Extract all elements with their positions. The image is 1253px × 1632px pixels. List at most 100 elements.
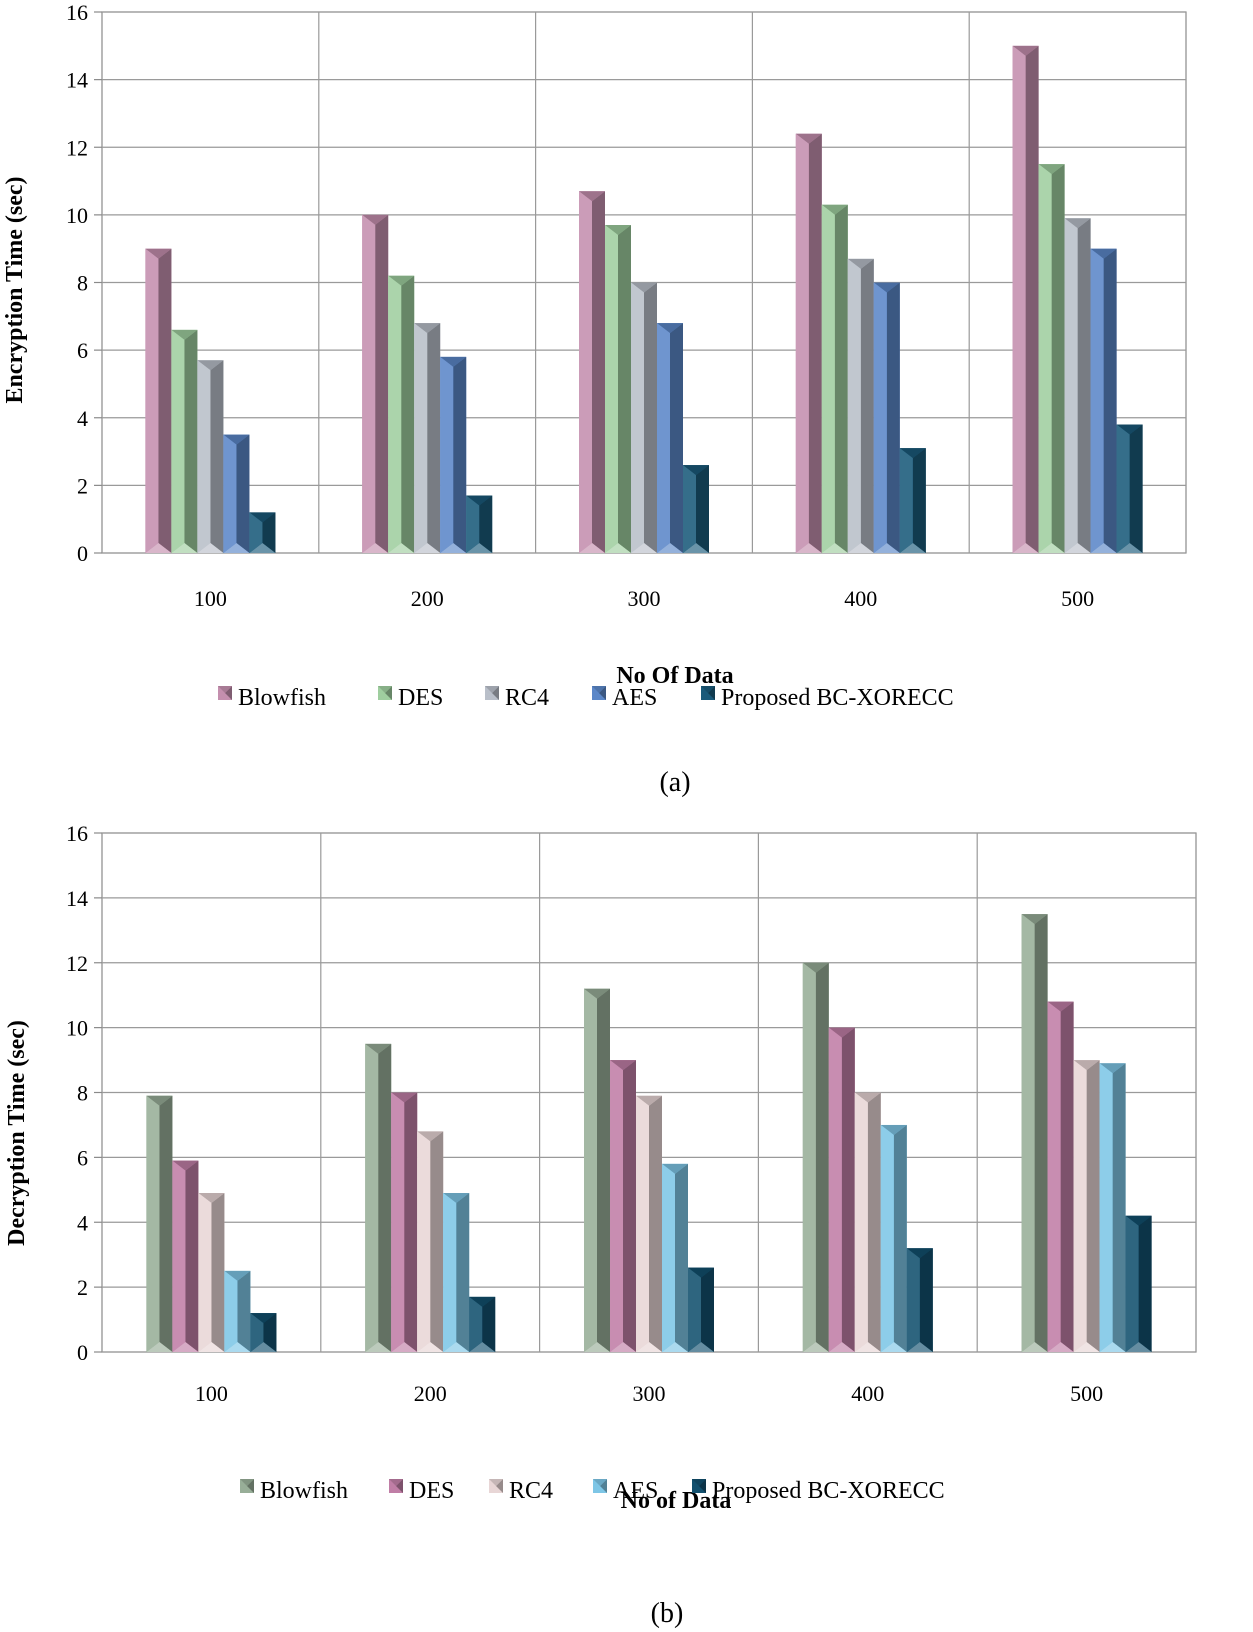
legend-label: AES [612, 685, 657, 711]
y-tick-label: 14 [66, 68, 88, 93]
figure-caption: (b) [651, 1598, 684, 1629]
bar [469, 1296, 496, 1352]
legend-swatch [593, 1479, 607, 1493]
y-tick-label: 12 [66, 135, 88, 160]
bar [636, 1095, 662, 1352]
legend-label: DES [398, 685, 443, 711]
legend: Blowfish DES RC4 AES Proposed BC-XORECC [218, 685, 954, 711]
x-tick-label: 100 [194, 586, 227, 611]
legend-label: Proposed BC-XORECC [721, 685, 954, 711]
bar [197, 360, 224, 553]
legend-label: Proposed BC-XORECC [712, 1478, 945, 1504]
y-tick-label: 0 [77, 1340, 88, 1365]
y-tick-label: 2 [77, 473, 88, 498]
bar [1099, 1063, 1126, 1352]
legend-swatch [489, 1479, 503, 1493]
bar [417, 1131, 444, 1352]
x-tick-label: 200 [411, 586, 444, 611]
bar [1073, 1060, 1100, 1352]
bar [171, 329, 198, 553]
y-tick-label: 2 [77, 1275, 88, 1300]
bar [362, 214, 389, 553]
bar [828, 1027, 855, 1352]
bar [250, 1313, 277, 1352]
bar [1125, 1215, 1152, 1352]
legend-swatch [378, 686, 392, 700]
bar [224, 1270, 251, 1352]
bar [146, 1095, 173, 1352]
bar [906, 1248, 933, 1352]
bar [440, 356, 467, 553]
bar [414, 323, 441, 553]
legend-swatch [701, 686, 715, 700]
bar [1047, 1001, 1074, 1352]
y-tick-label: 14 [66, 886, 88, 911]
bar [223, 434, 250, 553]
y-tick-label: 8 [77, 1081, 88, 1106]
legend-label: Blowfish [260, 1478, 348, 1504]
bar [1064, 218, 1091, 553]
legend-label: RC4 [509, 1478, 553, 1504]
bar [584, 988, 610, 1352]
y-tick-label: 0 [77, 541, 88, 566]
x-tick-label: 300 [633, 1381, 666, 1406]
y-tick-label: 6 [77, 338, 88, 363]
legend-swatch [389, 1479, 403, 1493]
legend-swatch [592, 686, 606, 700]
bar [847, 258, 874, 553]
bar [365, 1043, 392, 1352]
x-tick-label: 400 [844, 586, 877, 611]
x-tick-label: 100 [195, 1381, 228, 1406]
x-axis-title: No Of Data [616, 663, 733, 689]
bar [899, 448, 926, 553]
bar [466, 495, 493, 553]
bar [249, 512, 276, 553]
bar [145, 248, 172, 553]
legend-label: RC4 [505, 685, 549, 711]
bar [821, 204, 848, 553]
bar [172, 1160, 199, 1352]
bar [657, 323, 683, 553]
x-tick-label: 300 [628, 586, 661, 611]
bar [1021, 914, 1048, 1352]
legend-label: AES [613, 1478, 658, 1504]
bar [1116, 424, 1143, 553]
bar [443, 1193, 470, 1352]
y-tick-label: 4 [77, 1210, 88, 1235]
bar [1012, 45, 1039, 553]
legend-label: DES [409, 1478, 454, 1504]
x-tick-label: 500 [1061, 586, 1094, 611]
x-tick-label: 500 [1070, 1381, 1103, 1406]
y-tick-label: 10 [66, 1016, 88, 1041]
bar [1090, 248, 1117, 553]
bar [802, 962, 829, 1352]
x-axis-title: No of Data [621, 1488, 732, 1514]
bar [579, 191, 605, 554]
legend-swatch [240, 1479, 254, 1493]
decryption-chart: 0 2 4 6 8 10 12 14 16 100 200 300 400 500 No of Data… [4, 821, 1197, 1629]
y-axis-title: Decryption Time (sec) [4, 1020, 30, 1246]
y-axis-title: Encryption Time (sec) [2, 176, 28, 403]
bar [880, 1124, 907, 1352]
legend-swatch [218, 686, 232, 700]
y-tick-label: 8 [77, 271, 88, 296]
y-tick-label: 6 [77, 1145, 88, 1170]
bar [1038, 164, 1065, 553]
y-tick-label: 16 [66, 0, 88, 25]
x-tick-label: 200 [414, 1381, 447, 1406]
bar [688, 1267, 714, 1352]
bar [391, 1092, 418, 1352]
bar [795, 133, 822, 553]
y-tick-label: 16 [66, 821, 88, 846]
bar [388, 275, 415, 553]
legend-label: Blowfish [238, 685, 326, 711]
bar [873, 282, 900, 553]
y-tick-label: 12 [66, 951, 88, 976]
bar [854, 1092, 881, 1352]
legend: Blowfish DES RC4 AES Proposed BC-XORECC [240, 1478, 945, 1504]
bar [662, 1163, 688, 1352]
y-tick-label: 10 [66, 203, 88, 228]
encryption-chart: 0 2 4 6 8 10 12 14 16 100 200 300 400 500 No Of Data… [2, 0, 1187, 798]
bar [605, 225, 631, 554]
